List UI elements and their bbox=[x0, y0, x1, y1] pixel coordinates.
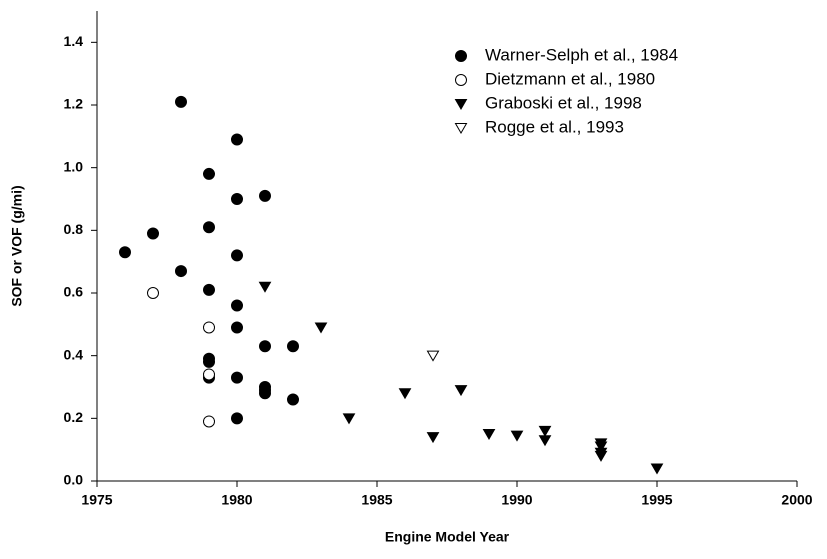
point bbox=[203, 355, 215, 368]
point bbox=[231, 249, 243, 262]
y-tick-label: 0.4 bbox=[64, 346, 84, 362]
point bbox=[426, 350, 440, 362]
x-tick-label: 1980 bbox=[221, 492, 252, 508]
point bbox=[538, 435, 552, 447]
point bbox=[259, 387, 271, 400]
point bbox=[203, 321, 215, 334]
point bbox=[510, 430, 524, 442]
legend-marker bbox=[455, 74, 467, 86]
point bbox=[231, 133, 243, 146]
point bbox=[203, 415, 215, 428]
point bbox=[175, 95, 187, 108]
y-tick-label: 0.6 bbox=[64, 284, 84, 300]
point bbox=[203, 221, 215, 234]
y-tick-label: 0.0 bbox=[64, 472, 84, 488]
point bbox=[342, 413, 356, 425]
legend-label: Graboski et al., 1998 bbox=[485, 93, 642, 112]
point bbox=[398, 388, 412, 400]
point bbox=[287, 393, 299, 406]
point bbox=[454, 385, 468, 397]
y-axis-label: SOF or VOF (g/mi) bbox=[9, 185, 25, 306]
point bbox=[287, 340, 299, 353]
point bbox=[314, 322, 328, 334]
legend-marker bbox=[454, 99, 468, 110]
point bbox=[119, 246, 131, 259]
point bbox=[203, 368, 215, 381]
y-tick-label: 1.0 bbox=[64, 158, 84, 174]
legend-label: Warner-Selph et al., 1984 bbox=[485, 45, 678, 64]
y-tick-label: 0.8 bbox=[64, 221, 84, 237]
point bbox=[231, 412, 243, 425]
point bbox=[594, 441, 608, 453]
point bbox=[426, 432, 440, 444]
legend-marker bbox=[455, 50, 467, 62]
x-tick-label: 1995 bbox=[641, 492, 672, 508]
point bbox=[231, 371, 243, 384]
point bbox=[175, 265, 187, 278]
x-tick-label: 2000 bbox=[781, 492, 812, 508]
x-tick-label: 1990 bbox=[501, 492, 532, 508]
x-tick-label: 1975 bbox=[81, 492, 112, 508]
point bbox=[482, 429, 496, 440]
point bbox=[203, 283, 215, 296]
point bbox=[259, 189, 271, 202]
point bbox=[594, 450, 608, 462]
point bbox=[147, 287, 159, 299]
point bbox=[231, 299, 243, 312]
point bbox=[259, 340, 271, 353]
point bbox=[203, 167, 215, 180]
x-axis-label: Engine Model Year bbox=[385, 529, 510, 545]
y-tick-label: 1.2 bbox=[64, 96, 84, 112]
point bbox=[147, 227, 159, 240]
point bbox=[231, 321, 243, 334]
legend-label: Dietzmann et al., 1980 bbox=[485, 69, 655, 88]
point bbox=[258, 281, 272, 293]
point bbox=[231, 193, 243, 205]
y-tick-label: 0.2 bbox=[64, 409, 84, 425]
point bbox=[538, 425, 552, 437]
point bbox=[650, 463, 664, 475]
y-tick-label: 1.4 bbox=[64, 33, 84, 49]
x-tick-label: 1985 bbox=[361, 492, 392, 508]
legend-label: Rogge et al., 1993 bbox=[485, 117, 624, 136]
legend-marker bbox=[454, 123, 468, 134]
